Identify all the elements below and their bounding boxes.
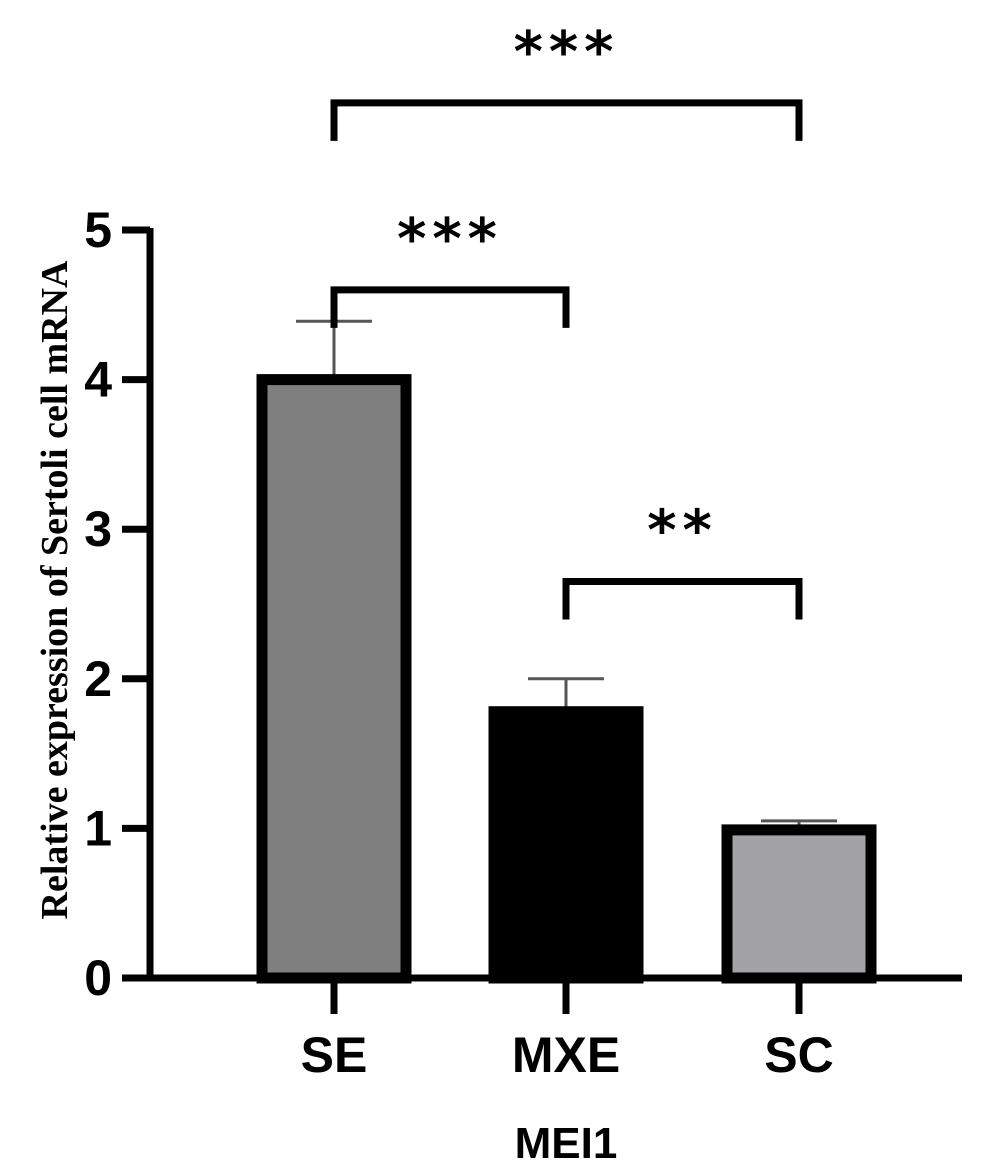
significance-brackets: ******** [330, 20, 803, 620]
y-axis-title: Relative expression of Sertoli cell mRNA [34, 260, 76, 919]
x-tick-label: SC [764, 1027, 833, 1083]
bar-mxe [488, 706, 644, 984]
significance-bracket [562, 578, 803, 620]
y-tick-label: 1 [84, 800, 112, 856]
y-tick-label: 4 [84, 352, 112, 408]
significance-label: ** [647, 499, 718, 564]
bars [256, 319, 877, 984]
significance-label: *** [397, 207, 503, 272]
y-tick-label: 2 [84, 651, 112, 707]
x-tick-label: MXE [512, 1027, 620, 1083]
significance-bracket [330, 99, 803, 141]
bar-se [256, 374, 412, 984]
y-tick-label: 5 [84, 202, 112, 258]
x-axis-title: MEI1 [515, 1119, 618, 1168]
significance-bracket [330, 286, 570, 328]
bar-sc [721, 824, 877, 984]
significance-label: *** [514, 20, 620, 85]
x-tick-label: SE [301, 1027, 368, 1083]
y-tick-label: 3 [84, 501, 112, 557]
y-tick-label: 0 [84, 950, 112, 1006]
